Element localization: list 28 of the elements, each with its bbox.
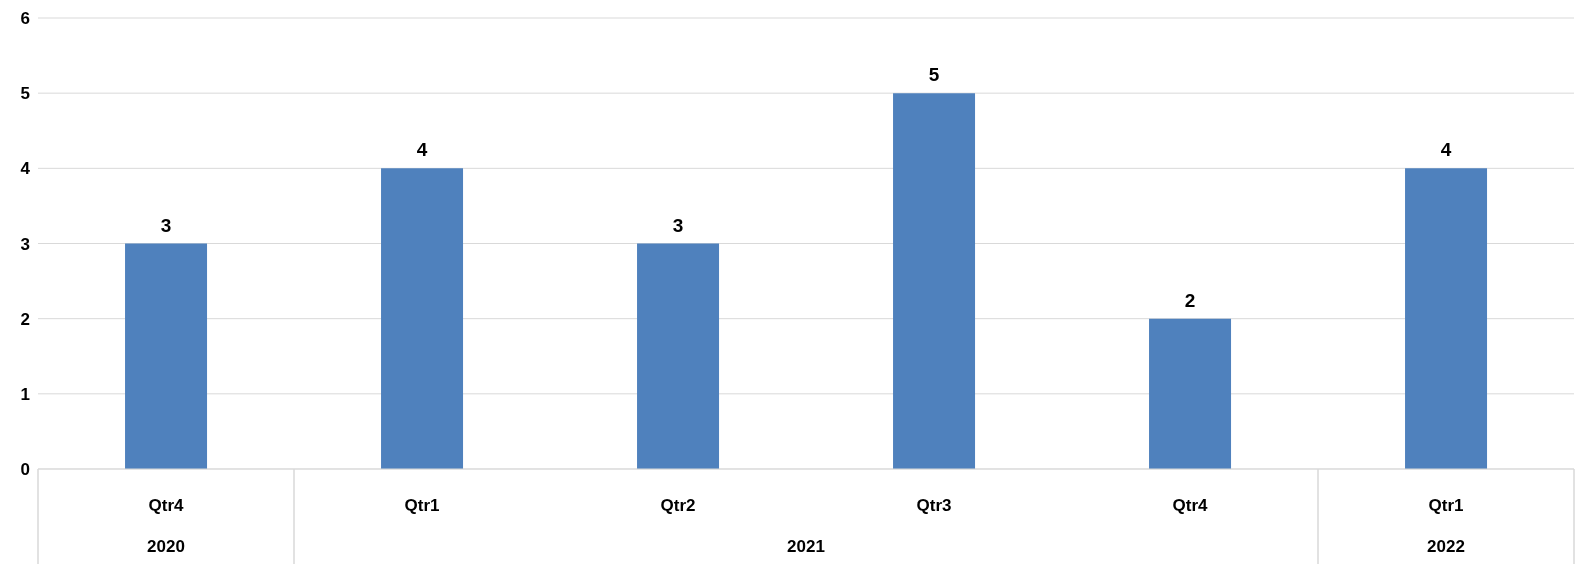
- data-label: 3: [160, 214, 172, 236]
- data-label: 4: [1440, 139, 1452, 161]
- y-tick-label: 3: [20, 234, 30, 254]
- y-tick-label: 6: [20, 9, 30, 29]
- bar: [637, 243, 720, 469]
- data-label: 4: [416, 139, 428, 161]
- x-tick-label: Qtr4: [148, 496, 185, 516]
- x-tick-label: Qtr1: [404, 496, 440, 516]
- data-label: 2: [1184, 289, 1196, 311]
- x-tick-label: Qtr2: [660, 496, 696, 516]
- y-tick-label: 5: [20, 84, 30, 104]
- y-tick-label: 0: [20, 460, 30, 480]
- bar: [125, 243, 208, 469]
- text: 2021: [787, 537, 825, 556]
- x-tick-label: Qtr4: [1172, 496, 1209, 516]
- y-tick-label: 1: [20, 384, 30, 404]
- bar: [1149, 318, 1232, 469]
- y-tick-label: 2: [20, 309, 30, 329]
- text: 2020: [147, 537, 185, 556]
- x-tick-label: Qtr3: [916, 496, 952, 516]
- text: 2022: [1427, 537, 1465, 556]
- x-tick-label: Qtr1: [1428, 496, 1464, 516]
- data-label: 3: [672, 214, 684, 236]
- bar: [893, 93, 976, 469]
- bar: [381, 168, 464, 469]
- bar: [1405, 168, 1488, 469]
- y-tick-label: 4: [20, 159, 31, 179]
- data-label: 5: [928, 64, 940, 86]
